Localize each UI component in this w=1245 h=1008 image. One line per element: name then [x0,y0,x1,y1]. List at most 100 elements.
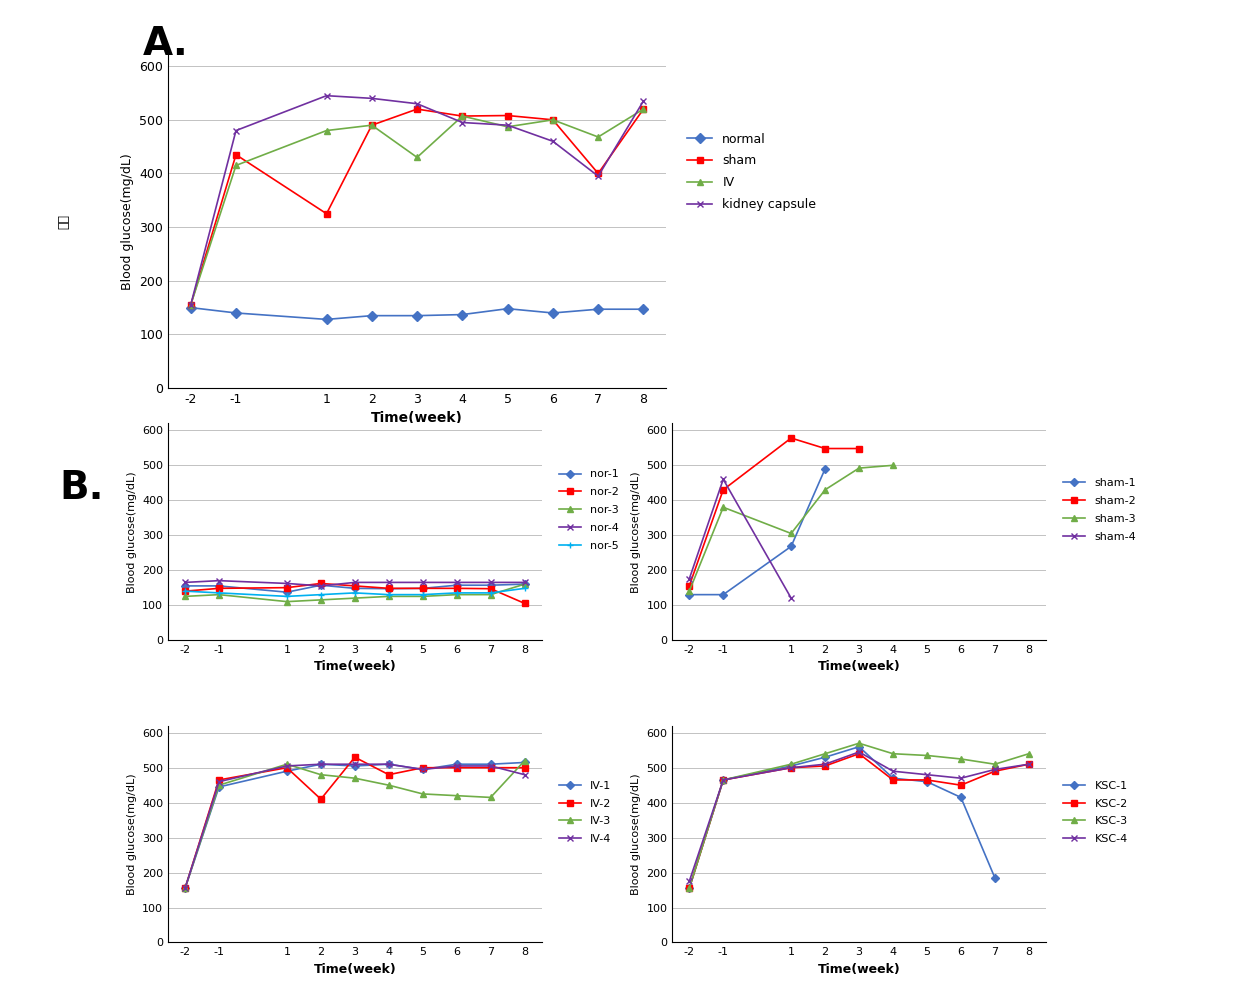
IV-4 [416,763,431,775]
Y-axis label: Blood glucose(mg/dL): Blood glucose(mg/dL) [631,471,641,593]
IV-2 [178,882,193,894]
KSC-1 [716,774,731,786]
KSC-3 [954,753,969,765]
normal [410,309,425,322]
nor-1 [178,580,193,592]
kidney capsule [365,93,380,105]
Line: KSC-4: KSC-4 [686,749,1032,884]
Y-axis label: Blood glucose(mg/dL): Blood glucose(mg/dL) [127,471,137,593]
normal [454,308,469,321]
Text: A.: A. [143,25,189,64]
IV-1 [483,758,498,770]
IV-3 [381,779,396,791]
nor-5 [347,587,362,599]
Line: kidney capsule: kidney capsule [187,92,647,308]
Line: sham-1: sham-1 [686,466,828,598]
Legend: IV-1, IV-2, IV-3, IV-4: IV-1, IV-2, IV-3, IV-4 [554,776,616,849]
IV-4 [483,760,498,772]
nor-2 [483,583,498,595]
KSC-2 [920,774,935,786]
sham-1 [783,540,798,552]
IV-1 [212,781,227,793]
KSC-4 [852,746,867,758]
nor-3 [416,591,431,603]
KSC-2 [852,748,867,760]
normal [183,301,198,313]
nor-2 [381,583,396,595]
nor-1 [449,580,464,592]
IV [319,125,334,137]
Line: KSC-3: KSC-3 [686,741,1032,891]
Line: IV-3: IV-3 [182,758,528,891]
KSC-4 [920,769,935,781]
Legend: KSC-1, KSC-2, KSC-3, KSC-4: KSC-1, KSC-2, KSC-3, KSC-4 [1058,776,1132,849]
Text: B.: B. [60,469,105,507]
IV-4 [314,758,329,770]
Line: sham: sham [187,106,647,308]
nor-3 [178,591,193,603]
Line: normal: normal [187,304,647,323]
Line: KSC-1: KSC-1 [686,744,997,891]
nor-5 [381,589,396,601]
IV-3 [483,791,498,803]
Line: IV-1: IV-1 [182,760,528,891]
Line: nor-4: nor-4 [182,578,528,589]
sham-2 [716,484,731,496]
KSC-2 [716,774,731,786]
IV-1 [416,763,431,775]
KSC-4 [783,762,798,774]
KSC-3 [818,748,833,760]
nor-1 [279,586,294,598]
sham [183,299,198,311]
sham [365,119,380,131]
IV-1 [449,758,464,770]
nor-2 [416,583,431,595]
IV-1 [314,758,329,770]
Line: IV-2: IV-2 [182,754,528,891]
IV-4 [347,758,362,770]
KSC-4 [954,772,969,784]
nor-4 [483,577,498,589]
IV [183,299,198,311]
IV-3 [212,779,227,791]
IV-4 [212,775,227,787]
IV-3 [279,758,294,770]
IV-2 [212,774,227,786]
nor-1 [381,583,396,595]
KSC-1 [987,872,1002,884]
IV [229,159,244,171]
KSC-4 [682,875,697,887]
nor-3 [483,589,498,601]
kidney capsule [636,95,651,107]
IV-4 [517,769,532,781]
KSC-3 [852,737,867,749]
Line: sham-2: sham-2 [686,435,862,589]
X-axis label: Time(week): Time(week) [314,660,396,673]
nor-2 [212,583,227,595]
nor-3 [517,579,532,591]
sham-1 [716,589,731,601]
sham-3 [716,501,731,513]
IV-3 [416,788,431,800]
nor-1 [347,583,362,595]
X-axis label: Time(week): Time(week) [818,963,900,976]
Line: IV: IV [187,106,647,308]
KSC-1 [885,772,900,784]
normal [636,303,651,316]
Legend: nor-1, nor-2, nor-3, nor-4, nor-5: nor-1, nor-2, nor-3, nor-4, nor-5 [554,465,624,555]
Legend: normal, sham, IV, kidney capsule: normal, sham, IV, kidney capsule [682,128,822,216]
IV-4 [279,760,294,772]
sham [229,148,244,160]
normal [229,306,244,319]
sham-1 [682,589,697,601]
nor-3 [314,594,329,606]
sham-3 [783,527,798,539]
KSC-1 [818,751,833,763]
kidney capsule [229,125,244,137]
sham-4 [682,573,697,585]
IV-2 [449,762,464,774]
nor-4 [178,577,193,589]
Y-axis label: Blood glucose(mg/dL): Blood glucose(mg/dL) [127,773,137,895]
Line: nor-2: nor-2 [182,581,528,606]
IV-1 [517,756,532,768]
